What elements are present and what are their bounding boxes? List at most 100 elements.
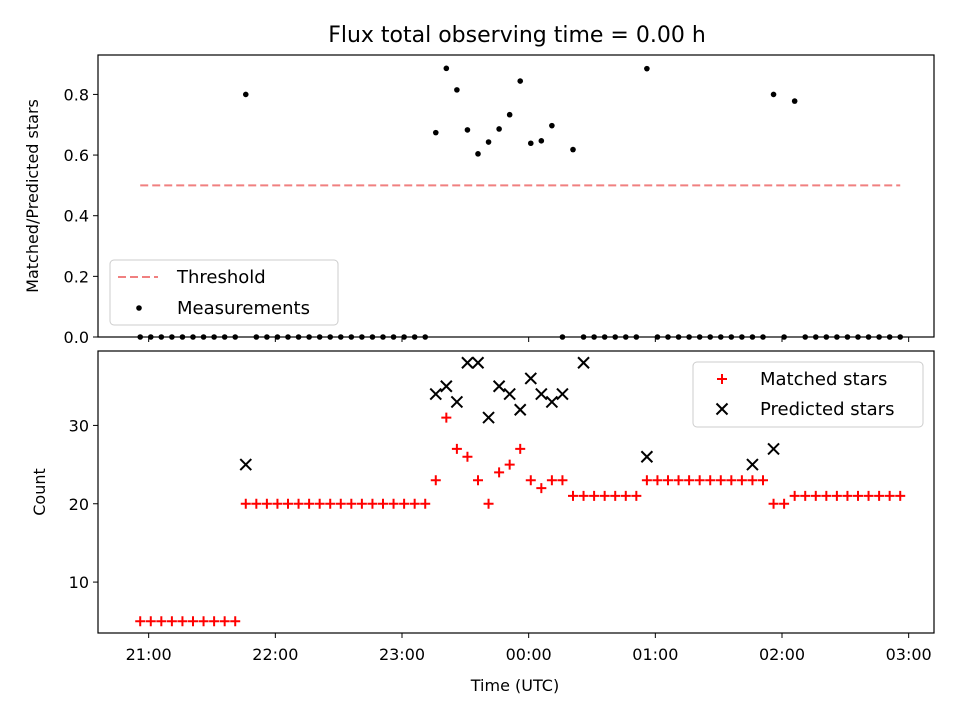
predicted-star-point [514,403,527,416]
measurement-point [527,140,534,147]
matched-star-point [673,475,684,486]
matched-star-point [779,498,790,509]
bottom-axes-frame [97,350,935,634]
matched-star-point [874,490,885,501]
measurement-point [570,146,576,153]
matched-star-point [188,616,198,627]
matched-star-point [272,498,283,509]
matched-star-point [378,498,388,509]
matched-star-point [736,475,747,486]
matched-star-point [853,490,863,501]
matched-star-point [335,498,346,509]
measurement-point [464,127,471,133]
bottom-ylabel: Count [30,468,49,516]
chart-title: Flux total observing time = 0.00 h [328,23,706,48]
bottom-ytick-label: 20 [69,495,89,514]
predicted-star-point [471,356,485,369]
predicted-star-point [545,395,559,409]
matched-star-point [209,616,220,627]
matched-star-point [251,498,262,509]
top-plot-panel: 0.0 0.2 0.4 0.6 0.8 Matched/Predicted stars Th… [23,54,935,347]
measurement-point [538,138,545,144]
predicted-star-point [492,380,506,393]
xtick-label: 01:00 [632,645,678,664]
top-ytick-label: 0.8 [64,85,89,104]
bottom-plot-panel: 10 20 30 21:00 22:00 23:00 00:00 01:00 02:00 03:0… [30,350,935,695]
matched-star-point [483,498,494,509]
bottom-ytick-label: 10 [69,573,89,592]
matched-star-point [694,475,705,486]
top-ytick-label: 0.2 [64,267,89,286]
predicted-star-point [461,356,474,369]
matched-star-point [641,475,652,486]
matched-star-point [684,475,695,486]
matched-star-point [367,498,378,509]
xtick-label: 21:00 [126,645,172,664]
xlabel: Time (UTC) [470,676,559,695]
predicted-star-point [640,450,654,463]
measurement-point [485,139,492,145]
xtick-label: 23:00 [379,645,425,664]
predicted-star-point [440,380,453,393]
predicted-star-point [746,458,759,471]
matched-star-point [145,616,156,627]
top-legend-box [109,259,339,326]
matched-star-point [346,498,357,509]
matched-star-point [536,483,547,494]
xtick-label: 22:00 [252,645,298,664]
matched-star-point [388,498,399,509]
matched-star-point [441,412,452,423]
matched-star-point [789,490,800,501]
matched-star-point [198,616,209,627]
matched-star-point [283,498,293,509]
legend-matched-swatch [717,374,727,384]
matched-star-point [525,475,536,486]
predicted-star-point [577,356,590,369]
matched-star-point [652,475,663,486]
predicted-star-point [556,387,569,401]
xtick-label: 03:00 [886,645,932,664]
matched-star-point [568,490,578,501]
matched-star-point [325,498,336,509]
predicted-star-point [503,387,516,401]
top-ylabel: Matched/Predicted stars [23,99,42,293]
matched-star-point [578,490,589,501]
matched-star-point [314,498,325,509]
legend-measurements-label: Measurements [177,298,310,319]
measurement-point [454,87,460,93]
legend-predicted-label: Predicted stars [760,399,894,420]
measurement-point [517,78,524,84]
top-legend: Threshold Measurements [109,259,339,326]
legend-threshold-label: Threshold [176,267,266,288]
top-axes-frame [97,54,935,338]
measurement-point [791,98,798,104]
matched-star-point [430,475,441,486]
matched-star-point [768,498,779,509]
matched-star-point [356,498,367,509]
predicted-star-point [239,458,252,471]
matched-star-point [304,498,315,509]
matched-star-point [156,616,167,627]
matched-star-point [705,475,716,486]
predicted-star-point [767,442,780,456]
measurement-point [242,91,249,98]
matched-star-point [546,475,557,486]
bottom-legend: Matched stars Predicted stars [692,361,924,428]
matched-star-point [293,498,304,509]
predicted-star-point [429,387,442,401]
matched-star-point [177,616,188,627]
measurement-point [644,65,650,72]
matched-star-point [494,467,505,478]
matched-star-point [610,490,621,501]
matched-star-point [409,498,420,509]
matched-star-point [399,498,410,509]
matched-star-point [831,490,842,501]
matched-star-point [599,490,610,501]
matched-star-point [715,475,726,486]
matched-star-point [473,475,483,486]
predicted-star-point [450,395,464,409]
matched-star-point [726,475,737,486]
top-ytick-label: 0.6 [64,146,89,165]
matched-star-point [821,490,832,501]
